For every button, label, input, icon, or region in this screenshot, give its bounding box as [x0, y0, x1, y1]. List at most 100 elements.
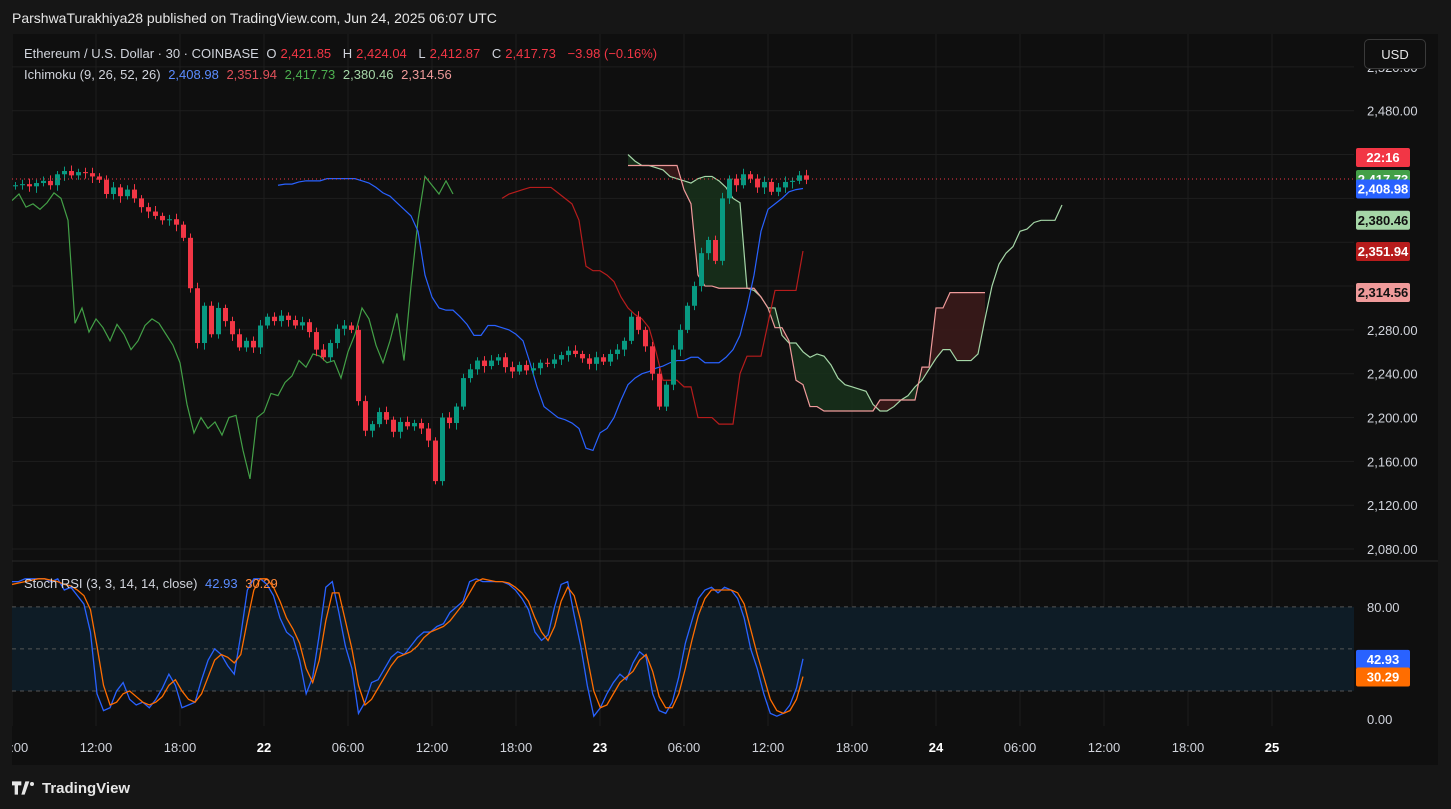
- candle-body[interactable]: [664, 384, 669, 407]
- candle-body[interactable]: [692, 286, 697, 306]
- candle-body[interactable]: [489, 360, 494, 367]
- candle-body[interactable]: [713, 240, 718, 261]
- candle-body[interactable]: [237, 334, 242, 348]
- candle-body[interactable]: [265, 316, 270, 326]
- candle-body[interactable]: [174, 219, 179, 225]
- candle-body[interactable]: [650, 346, 655, 374]
- candle-body[interactable]: [216, 307, 221, 335]
- candle-body[interactable]: [468, 369, 473, 379]
- candle-body[interactable]: [454, 406, 459, 424]
- candle-body[interactable]: [118, 187, 123, 197]
- candle-body[interactable]: [20, 184, 25, 186]
- candle-body[interactable]: [412, 423, 417, 427]
- candle-body[interactable]: [804, 175, 809, 180]
- candle-body[interactable]: [524, 364, 529, 371]
- candle-body[interactable]: [699, 253, 704, 287]
- candle-body[interactable]: [482, 360, 487, 367]
- candle-body[interactable]: [615, 349, 620, 354]
- candle-body[interactable]: [55, 174, 60, 186]
- candle-body[interactable]: [727, 178, 732, 199]
- candle-body[interactable]: [398, 421, 403, 432]
- candle-body[interactable]: [104, 179, 109, 194]
- candle-body[interactable]: [510, 367, 515, 372]
- candle-body[interactable]: [34, 183, 39, 187]
- candle-body[interactable]: [230, 321, 235, 335]
- candle-body[interactable]: [188, 237, 193, 289]
- candle-body[interactable]: [48, 180, 53, 186]
- candle-body[interactable]: [111, 187, 116, 194]
- candle-body[interactable]: [629, 316, 634, 341]
- candle-body[interactable]: [643, 329, 648, 347]
- candle-body[interactable]: [573, 350, 578, 354]
- candle-body[interactable]: [503, 357, 508, 368]
- candle-body[interactable]: [41, 180, 46, 184]
- candle-body[interactable]: [594, 357, 599, 364]
- candle-body[interactable]: [419, 423, 424, 429]
- candle-body[interactable]: [741, 174, 746, 186]
- candle-body[interactable]: [363, 401, 368, 431]
- candle-body[interactable]: [587, 358, 592, 364]
- candle-body[interactable]: [608, 353, 613, 362]
- candle-body[interactable]: [160, 215, 165, 221]
- candle-body[interactable]: [328, 343, 333, 358]
- candle-body[interactable]: [790, 180, 795, 182]
- candle-body[interactable]: [251, 340, 256, 348]
- candle-body[interactable]: [195, 288, 200, 344]
- candle-body[interactable]: [27, 184, 32, 187]
- chart-frame[interactable]: 2,520.002,480.002,280.002,240.002,200.00…: [12, 34, 1438, 765]
- candle-body[interactable]: [545, 362, 550, 364]
- candle-body[interactable]: [769, 181, 774, 192]
- candle-body[interactable]: [244, 340, 249, 348]
- candle-body[interactable]: [125, 189, 130, 197]
- candle-body[interactable]: [83, 172, 88, 174]
- candle-body[interactable]: [678, 329, 683, 350]
- candle-body[interactable]: [685, 305, 690, 330]
- candle-body[interactable]: [671, 349, 676, 385]
- candle-body[interactable]: [167, 219, 172, 221]
- candle-body[interactable]: [13, 185, 18, 187]
- candle-body[interactable]: [258, 325, 263, 348]
- candle-body[interactable]: [475, 360, 480, 370]
- candle-body[interactable]: [146, 207, 151, 212]
- candle-body[interactable]: [356, 329, 361, 402]
- candle-body[interactable]: [132, 189, 137, 199]
- candle-body[interactable]: [797, 175, 802, 181]
- candle-body[interactable]: [566, 350, 571, 356]
- candle-body[interactable]: [384, 412, 389, 420]
- candle-body[interactable]: [552, 359, 557, 364]
- candle-body[interactable]: [734, 178, 739, 186]
- candle-body[interactable]: [531, 368, 536, 371]
- candle-body[interactable]: [377, 412, 382, 425]
- candle-body[interactable]: [440, 417, 445, 482]
- candle-body[interactable]: [286, 315, 291, 321]
- currency-button[interactable]: USD: [1364, 39, 1426, 69]
- stoch-rsi-legend[interactable]: Stoch RSI (3, 3, 14, 14, close) 42.93 30…: [24, 576, 282, 591]
- candle-body[interactable]: [622, 340, 627, 350]
- candle-body[interactable]: [461, 378, 466, 407]
- candle-body[interactable]: [202, 305, 207, 344]
- candle-body[interactable]: [783, 181, 788, 188]
- candle-body[interactable]: [69, 170, 74, 176]
- candle-body[interactable]: [720, 198, 725, 261]
- candle-body[interactable]: [293, 320, 298, 326]
- candle-body[interactable]: [447, 417, 452, 424]
- candle-body[interactable]: [314, 332, 319, 350]
- candle-body[interactable]: [223, 307, 228, 322]
- candle-body[interactable]: [426, 428, 431, 441]
- candle-body[interactable]: [370, 424, 375, 431]
- candle-body[interactable]: [153, 211, 158, 216]
- candle-body[interactable]: [307, 322, 312, 333]
- candle-body[interactable]: [181, 224, 186, 238]
- candle-body[interactable]: [601, 357, 606, 362]
- candle-body[interactable]: [321, 349, 326, 358]
- candle-body[interactable]: [755, 178, 760, 188]
- candle-body[interactable]: [706, 240, 711, 254]
- candle-body[interactable]: [748, 174, 753, 179]
- candle-body[interactable]: [657, 373, 662, 407]
- candle-body[interactable]: [517, 364, 522, 372]
- candle-body[interactable]: [300, 322, 305, 326]
- candle-body[interactable]: [272, 316, 277, 322]
- candle-body[interactable]: [580, 353, 585, 359]
- candle-body[interactable]: [90, 173, 95, 177]
- candle-body[interactable]: [433, 440, 438, 482]
